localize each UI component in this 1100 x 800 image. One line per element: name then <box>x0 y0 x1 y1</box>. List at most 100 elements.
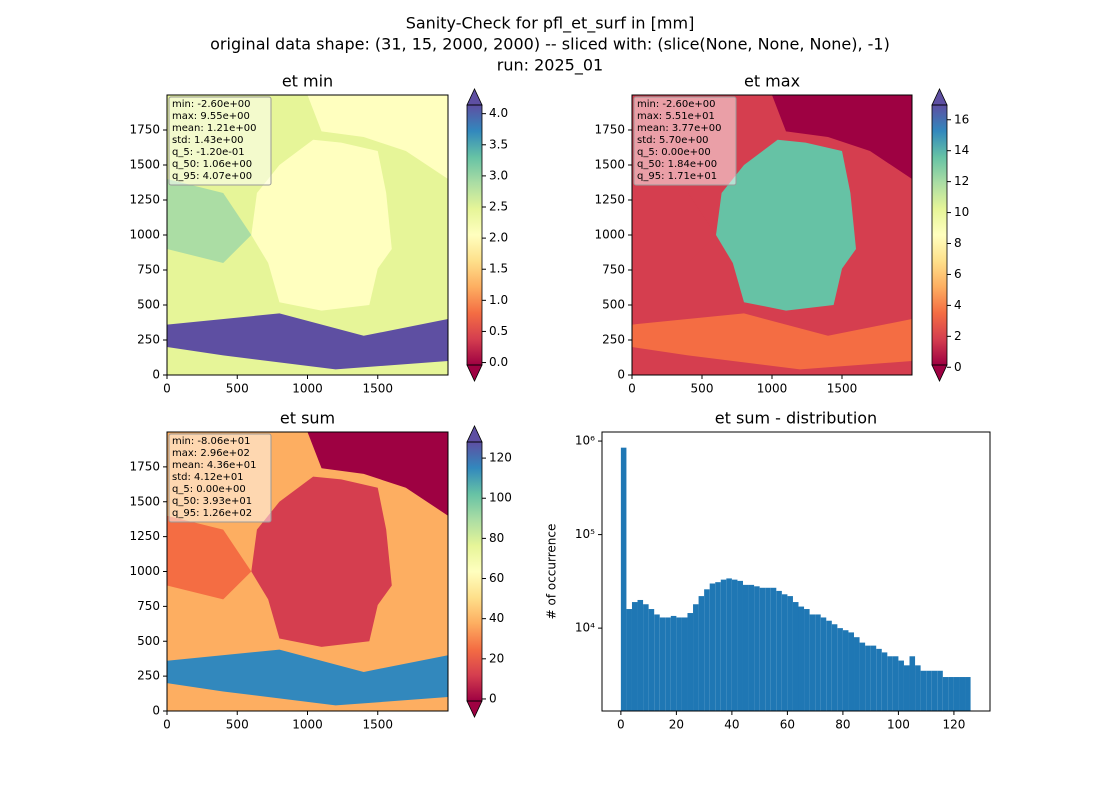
histogram-bar <box>754 586 760 711</box>
histogram-bar <box>687 613 694 711</box>
map-sea <box>772 95 912 179</box>
map-alps <box>167 313 448 370</box>
histogram-bar <box>715 582 721 711</box>
histogram-bar <box>881 652 888 711</box>
x-tick-label: 500 <box>226 382 249 396</box>
histogram-bar <box>676 617 682 711</box>
stats-line: std: 5.70e+00 <box>637 135 709 146</box>
heatmap-image <box>167 95 448 375</box>
stats-line: max: 9.55e+00 <box>172 111 250 122</box>
histogram-bar <box>926 670 932 711</box>
histogram-bar <box>953 677 960 711</box>
histogram-bar <box>848 632 855 711</box>
stats-line: std: 4.12e+01 <box>172 472 244 483</box>
histogram-bar <box>681 617 688 711</box>
y-tick-label: 10⁶ <box>575 434 595 448</box>
histogram-bar <box>809 614 816 711</box>
colorbar-tick-label: 6 <box>954 267 962 281</box>
colorbar-extend <box>466 364 483 382</box>
y-tick-label: 750 <box>137 263 160 277</box>
histogram-bar <box>915 665 921 711</box>
y-tick-label: 1750 <box>594 123 625 137</box>
y-tick-label: 250 <box>602 333 625 347</box>
map-alps <box>167 649 448 706</box>
y-tick-label: 1500 <box>594 158 625 172</box>
x-tick-label: 60 <box>780 718 795 732</box>
y-tick-label: 1000 <box>129 228 160 242</box>
map-alps <box>632 313 912 370</box>
stats-line: q_95: 1.71e+01 <box>637 171 717 182</box>
stats-box <box>168 433 272 523</box>
colorbar <box>932 105 947 365</box>
colorbar-extend <box>931 88 948 106</box>
histogram-bar <box>965 677 971 711</box>
histogram-bar <box>842 630 849 711</box>
x-tick-label: 1000 <box>292 718 323 732</box>
histogram-bar <box>909 656 916 711</box>
y-tick-label: 10⁵ <box>575 527 595 541</box>
histogram-bar <box>665 617 671 711</box>
colorbar-tick-label: 2 <box>954 329 962 343</box>
x-tick-label: 120 <box>942 718 965 732</box>
histogram-bar <box>643 604 649 711</box>
y-tick-label: 1000 <box>594 228 625 242</box>
stats-line: mean: 4.36e+01 <box>172 460 256 471</box>
histogram-bar <box>887 656 893 711</box>
histogram-bar <box>854 637 860 711</box>
y-tick-label: 1750 <box>129 123 160 137</box>
histogram-bar <box>720 579 727 711</box>
histogram-bar <box>870 645 877 711</box>
histogram-bar <box>892 656 899 711</box>
colorbar-tick-label: 120 <box>489 451 512 465</box>
histogram-bar <box>826 620 832 711</box>
map-land <box>251 476 392 647</box>
y-tick-label: 500 <box>137 298 160 312</box>
colorbar-extend <box>931 364 948 382</box>
stats-line: std: 1.43e+00 <box>172 135 244 146</box>
y-tick-label: 500 <box>602 298 625 312</box>
figure-subtitle: run: 2025_01 <box>497 56 603 76</box>
stats-line: q_95: 1.26e+02 <box>172 508 252 519</box>
colorbar-tick-label: 2.5 <box>489 200 508 214</box>
colorbar-tick-label: 0.5 <box>489 324 508 338</box>
x-tick-label: 20 <box>669 718 684 732</box>
y-tick-label: 250 <box>137 333 160 347</box>
colorbar-tick-label: 1.0 <box>489 293 508 307</box>
x-tick-label: 500 <box>691 382 714 396</box>
histogram-bar <box>737 580 743 711</box>
stats-box <box>633 96 737 186</box>
histogram-bar <box>876 648 882 711</box>
stats-line: max: 5.51e+01 <box>637 111 715 122</box>
map-region <box>167 179 252 263</box>
histogram-bar <box>903 665 910 711</box>
colorbar-frame <box>466 441 483 702</box>
histogram-bar <box>920 670 927 711</box>
y-tick-label: 250 <box>137 669 160 683</box>
x-tick-label: 0 <box>163 718 171 732</box>
colorbar-extend <box>466 88 483 106</box>
y-tick-label: 1000 <box>129 564 160 578</box>
colorbar-tick-label: 1.5 <box>489 262 508 276</box>
histogram-bar <box>931 670 938 711</box>
colorbar-tick-label: 16 <box>954 112 969 126</box>
axes-frame <box>601 431 991 712</box>
colorbar-tick-label: 8 <box>954 236 962 250</box>
x-tick-label: 1500 <box>827 382 858 396</box>
histogram-bar <box>831 624 838 711</box>
stats-line: q_5: 0.00e+00 <box>637 147 711 158</box>
colorbar-tick-label: 100 <box>489 491 512 505</box>
colorbar-tick-label: 40 <box>489 611 504 625</box>
colorbar-tick-label: 10 <box>954 205 969 219</box>
colorbar-tick-label: 20 <box>489 651 504 665</box>
stats-line: q_50: 1.84e+00 <box>637 159 717 170</box>
histogram-bar <box>742 584 749 711</box>
histogram-bar <box>659 617 666 711</box>
stats-box <box>168 96 272 186</box>
histogram-bar <box>648 609 655 711</box>
figure-subtitle: original data shape: (31, 15, 2000, 2000… <box>210 35 890 54</box>
histogram-bar <box>959 677 966 711</box>
histogram-bar <box>798 606 805 711</box>
stats-line: min: -2.60e+00 <box>172 99 251 110</box>
colorbar-extend <box>466 425 483 443</box>
